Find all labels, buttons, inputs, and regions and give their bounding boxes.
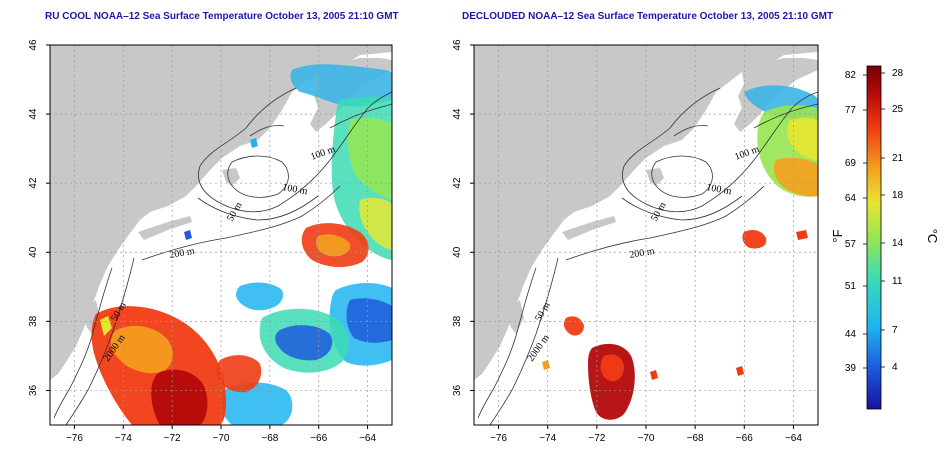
colorbar-f-label: 82 <box>845 70 857 81</box>
x-tick-label: −68 <box>261 433 278 444</box>
y-tick-label: 44 <box>28 108 39 120</box>
y-tick-label: 40 <box>28 246 39 258</box>
right-lat-lon-grid <box>474 45 818 425</box>
colorbar-c-label: 18 <box>892 190 904 201</box>
colorbar-c-label: 14 <box>892 238 904 249</box>
contour-label-200m: 200 m <box>169 246 196 261</box>
left-sst-data <box>91 64 392 425</box>
colorbar-f-label: 69 <box>845 158 857 169</box>
x-tick-label: −64 <box>359 433 376 444</box>
left-map-panel: 100 m 100 m 50 m 200 m 50 m 2000 m −76 −7… <box>28 39 393 444</box>
contour-label-100m-b: 100 m <box>705 182 732 197</box>
x-tick-label: −68 <box>687 433 704 444</box>
y-tick-label: 38 <box>452 315 463 327</box>
colorbar-f-label: 64 <box>845 193 857 204</box>
colorbar-c-label: 11 <box>892 276 903 287</box>
x-tick-label: −72 <box>588 433 605 444</box>
colorbar-f-label: 77 <box>845 105 857 116</box>
colorbar-ticks: 82 77 69 64 57 51 44 39 28 25 21 18 14 11 7 4 <box>845 68 904 374</box>
right-sst-data <box>542 85 818 420</box>
y-tick-label: 36 <box>452 384 463 396</box>
colorbar-f-label: 51 <box>845 281 857 292</box>
left-land-cape-cod <box>222 168 240 186</box>
right-map-title: DECLOUDED NOAA–12 Sea Surface Temperatur… <box>462 11 834 22</box>
y-tick-label: 46 <box>452 39 463 51</box>
colorbar: 82 77 69 64 57 51 44 39 28 25 21 18 14 11 7 4 °F °C <box>830 65 940 410</box>
right-map-panel: 100 m 100 m 50 m 200 m 50 m 2000 m −76 −7… <box>452 39 819 444</box>
colorbar-f-label: 39 <box>845 363 857 374</box>
right-land-delmarva <box>508 300 524 334</box>
right-land-mainland <box>474 45 818 380</box>
y-tick-label: 38 <box>28 315 39 327</box>
x-tick-label: −72 <box>164 433 181 444</box>
y-tick-label: 42 <box>28 177 39 189</box>
contour-label-200m: 200 m <box>629 246 656 261</box>
y-tick-label: 40 <box>452 246 463 258</box>
left-land-mainland <box>50 45 392 380</box>
left-bathymetry-contours <box>53 87 392 425</box>
contour-label-100m-b: 100 m <box>281 182 308 197</box>
right-axis-ticks: −76 −74 −72 −70 −68 −66 −64 46 44 42 40 38 36 <box>452 39 802 444</box>
x-tick-label: −70 <box>213 433 230 444</box>
x-tick-label: −64 <box>785 433 802 444</box>
x-tick-label: −66 <box>736 433 753 444</box>
right-bathymetry-contours <box>477 87 818 425</box>
x-tick-label: −76 <box>66 433 83 444</box>
colorbar-f-label: 44 <box>845 329 857 340</box>
colorbar-c-label: 25 <box>892 104 904 115</box>
left-lat-lon-grid <box>50 45 392 425</box>
x-tick-label: −74 <box>539 433 556 444</box>
y-tick-label: 44 <box>452 108 463 120</box>
colorbar-gradient <box>866 65 882 410</box>
right-land-cape-cod <box>646 168 664 186</box>
colorbar-unit-celsius: °C <box>925 229 940 244</box>
x-tick-label: −66 <box>310 433 327 444</box>
left-land-long-island <box>138 216 192 240</box>
colorbar-c-label: 21 <box>892 153 904 164</box>
colorbar-f-label: 57 <box>845 239 857 250</box>
y-tick-label: 46 <box>28 39 39 51</box>
x-tick-label: −74 <box>115 433 132 444</box>
x-tick-label: −76 <box>490 433 507 444</box>
colorbar-c-label: 28 <box>892 68 904 79</box>
colorbar-unit-fahrenheit: °F <box>830 229 845 242</box>
y-tick-label: 36 <box>28 384 39 396</box>
y-tick-label: 42 <box>452 177 463 189</box>
colorbar-c-label: 7 <box>892 325 898 336</box>
colorbar-c-label: 4 <box>892 362 898 373</box>
left-map-title: RU COOL NOAA–12 Sea Surface Temperature … <box>45 11 399 22</box>
left-axis-ticks: −76 −74 −72 −70 −68 −66 −64 46 44 42 40 38 36 <box>28 39 376 444</box>
x-tick-label: −70 <box>638 433 655 444</box>
right-land-long-island <box>562 216 616 240</box>
